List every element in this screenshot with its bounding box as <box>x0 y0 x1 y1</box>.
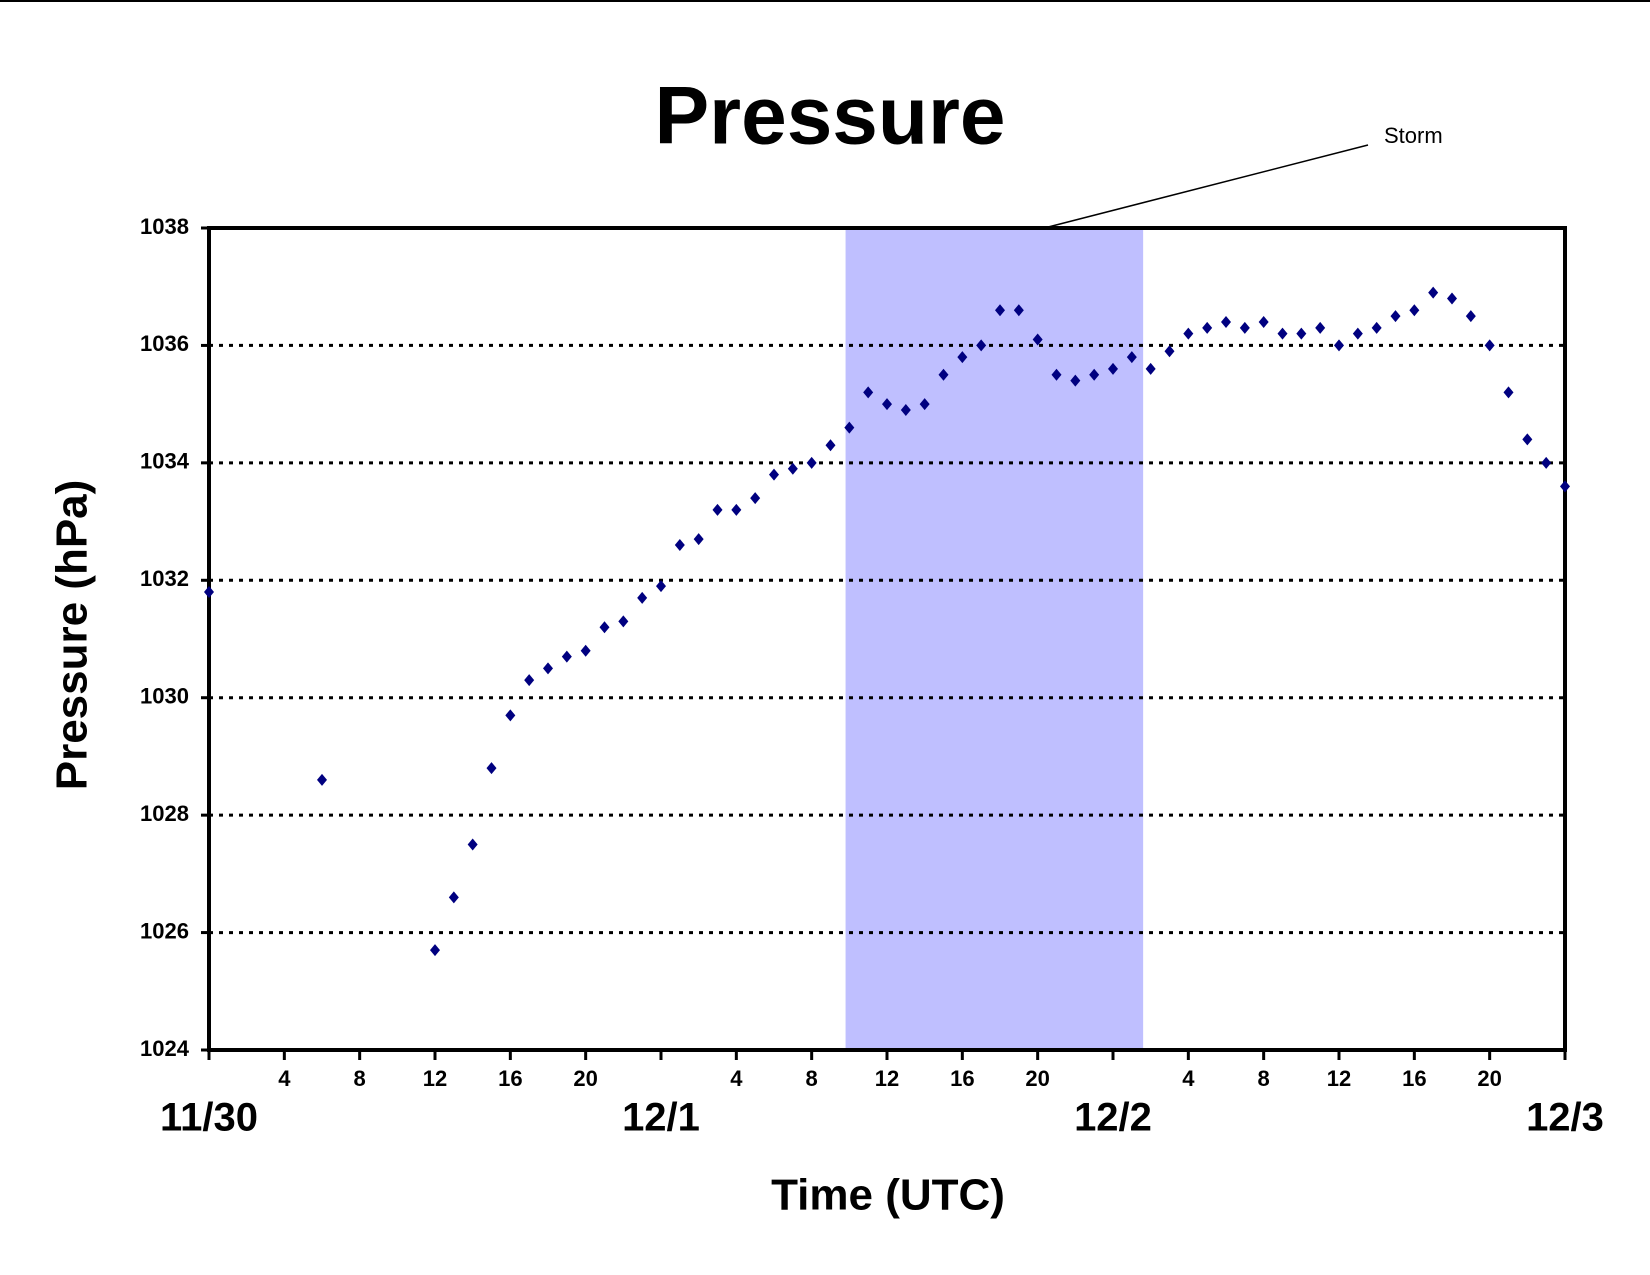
y-tick-label: 1034 <box>140 449 190 474</box>
point <box>938 368 949 381</box>
point <box>561 650 572 663</box>
y-tick-label: 1030 <box>140 684 189 709</box>
point <box>1145 362 1156 375</box>
point <box>505 709 516 722</box>
point <box>1013 304 1024 317</box>
x-tick-label: 4 <box>730 1066 743 1091</box>
point <box>1089 368 1100 381</box>
x-tick-label: 4 <box>278 1066 291 1091</box>
point <box>204 586 214 599</box>
y-tick-label: 1038 <box>140 214 189 239</box>
point <box>430 944 440 957</box>
point <box>1315 321 1326 334</box>
x-tick-label: 16 <box>950 1066 974 1091</box>
x-tick-label: 12 <box>1327 1066 1351 1091</box>
point <box>882 398 892 411</box>
point <box>787 462 798 475</box>
point <box>1371 321 1382 334</box>
point <box>1334 339 1344 352</box>
point <box>693 533 704 546</box>
annotation: Storm <box>1384 123 1443 148</box>
x-tick-label: 4 <box>1182 1066 1195 1091</box>
y-tick-label: 1032 <box>140 566 189 591</box>
point <box>1352 327 1363 340</box>
point <box>1202 321 1213 334</box>
date-label: 12/2 <box>1074 1096 1152 1140</box>
point <box>1522 433 1533 446</box>
x-tick-label: 16 <box>498 1066 522 1091</box>
point <box>580 644 591 657</box>
point <box>712 503 723 516</box>
point <box>1390 310 1401 323</box>
date-label: 12/1 <box>622 1096 700 1140</box>
x-tick-label: 16 <box>1402 1066 1426 1091</box>
point <box>1277 327 1288 340</box>
point <box>637 591 648 604</box>
point <box>957 351 968 364</box>
point <box>1541 456 1552 469</box>
point <box>448 891 459 904</box>
point <box>806 456 817 469</box>
point <box>618 615 629 628</box>
point <box>1428 286 1439 299</box>
x-tick-label: 12 <box>875 1066 899 1091</box>
point <box>1051 368 1062 381</box>
point <box>1447 292 1457 305</box>
x-tick-label: 12 <box>423 1066 447 1091</box>
plot-frame <box>207 226 1567 1052</box>
point <box>1409 304 1420 317</box>
point <box>825 439 836 452</box>
x-tick-label: 20 <box>1477 1066 1501 1091</box>
point <box>524 674 535 687</box>
date-label: 12/3 <box>1526 1096 1604 1140</box>
point <box>1221 315 1231 328</box>
point <box>1108 362 1118 375</box>
point <box>844 421 855 434</box>
point <box>317 773 327 786</box>
point <box>1465 310 1476 323</box>
point <box>1032 333 1043 346</box>
storm-band <box>845 228 1144 1050</box>
point <box>599 621 610 634</box>
point <box>863 386 874 399</box>
point <box>467 838 478 851</box>
point <box>919 398 930 411</box>
point <box>1183 327 1194 340</box>
point <box>1164 345 1175 358</box>
point <box>1484 339 1495 352</box>
point <box>543 662 553 675</box>
x-tick-label: 8 <box>1258 1066 1270 1091</box>
x-tick-label: 8 <box>806 1066 818 1091</box>
point <box>1258 315 1269 328</box>
point <box>750 492 761 505</box>
point <box>995 304 1005 317</box>
chart-title: Pressure <box>654 71 1005 162</box>
x-axis-label: Time (UTC) <box>771 1171 1005 1220</box>
x-tick-label: 8 <box>354 1066 366 1091</box>
point <box>976 339 987 352</box>
point <box>769 468 779 481</box>
date-label: 11/30 <box>160 1096 258 1140</box>
x-tick-label: 20 <box>1025 1066 1049 1091</box>
point <box>656 580 666 593</box>
point <box>1503 386 1514 399</box>
y-tick-label: 1036 <box>140 331 189 356</box>
annotation-leader <box>1044 144 1369 229</box>
point <box>486 762 497 775</box>
point <box>900 404 911 417</box>
point <box>1070 374 1081 387</box>
point <box>1296 327 1307 340</box>
point <box>731 503 742 516</box>
y-tick-label: 1026 <box>140 918 189 943</box>
point <box>1126 351 1137 364</box>
x-tick-label: 20 <box>573 1066 597 1091</box>
point <box>674 539 685 552</box>
point <box>1239 321 1250 334</box>
y-tick-label: 1028 <box>140 801 189 826</box>
y-axis-label: Pressure (hPa) <box>48 480 97 791</box>
point <box>1560 480 1570 493</box>
y-tick-label: 1024 <box>140 1036 190 1061</box>
